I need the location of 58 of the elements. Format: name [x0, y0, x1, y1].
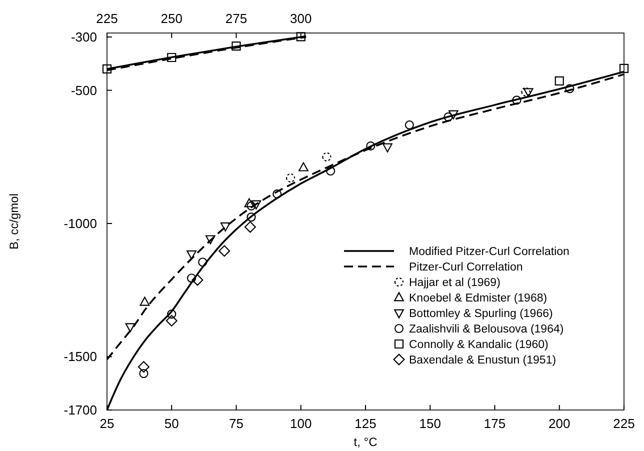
- legend-label: Bottomley & Spurling (1966): [409, 308, 553, 320]
- point: [272, 189, 282, 198]
- point: [186, 274, 196, 283]
- y-tick-label: -1500: [64, 349, 97, 364]
- point: [512, 96, 522, 105]
- point: [565, 84, 574, 94]
- point: [192, 274, 204, 286]
- legend-label: Knoebel & Edmister (1968): [409, 292, 548, 304]
- x2-tick-label: 250: [160, 11, 182, 26]
- legend-label: Modified Pitzer-Curl Correlation: [409, 246, 570, 258]
- point: [619, 64, 629, 73]
- x2-tick-label: 225: [96, 11, 118, 26]
- x-tick-label: 200: [548, 416, 570, 431]
- point: [448, 110, 458, 120]
- x-tick-label: 50: [164, 416, 179, 431]
- point: [198, 258, 208, 267]
- x-tick-label: 25: [100, 416, 114, 431]
- y-tick-label: -1000: [64, 216, 97, 231]
- point: [218, 245, 230, 257]
- point: [167, 310, 176, 319]
- point: [140, 296, 150, 306]
- legend-label: Connolly & Kandalic (1960): [409, 339, 549, 351]
- point: [166, 314, 178, 326]
- point: [382, 143, 392, 152]
- point: [298, 162, 308, 172]
- x-axis-title: t, °C: [354, 435, 378, 449]
- x2-tick-label: 275: [225, 11, 248, 26]
- point: [251, 200, 262, 210]
- x-tick-label: 100: [290, 416, 312, 431]
- point: [366, 141, 376, 151]
- point: [205, 235, 216, 244]
- legend-label: Hajjar et al (1969): [409, 277, 501, 289]
- x-tick-label: 75: [229, 416, 244, 431]
- point: [246, 201, 256, 210]
- point: [125, 323, 136, 332]
- point: [139, 368, 148, 378]
- point: [404, 120, 414, 130]
- point: [186, 250, 196, 260]
- point: [523, 88, 534, 98]
- legend-label: Baxendale & Enustun (1951): [409, 354, 556, 366]
- point: [246, 212, 256, 222]
- point: [244, 198, 254, 208]
- x-tick-label: 125: [354, 416, 376, 431]
- point: [138, 361, 150, 373]
- legend-label: Pitzer-Curl Correlation: [409, 262, 523, 274]
- y-tick-label: -500: [70, 82, 97, 98]
- x2-tick-label: 300: [290, 11, 312, 26]
- point: [220, 222, 230, 232]
- point: [244, 221, 256, 233]
- point: [326, 166, 336, 176]
- x-tick-label: 175: [484, 416, 506, 431]
- point: [554, 76, 564, 86]
- y-tick-label: -1700: [64, 402, 97, 418]
- legend-label: Zaalishvili & Belousova (1964): [409, 324, 564, 336]
- y-tick-label: -300: [70, 29, 97, 44]
- x-tick-label: 150: [419, 416, 441, 431]
- y-axis-title: B, cc/gmol: [7, 193, 21, 250]
- x-tick-label: 225: [613, 416, 635, 431]
